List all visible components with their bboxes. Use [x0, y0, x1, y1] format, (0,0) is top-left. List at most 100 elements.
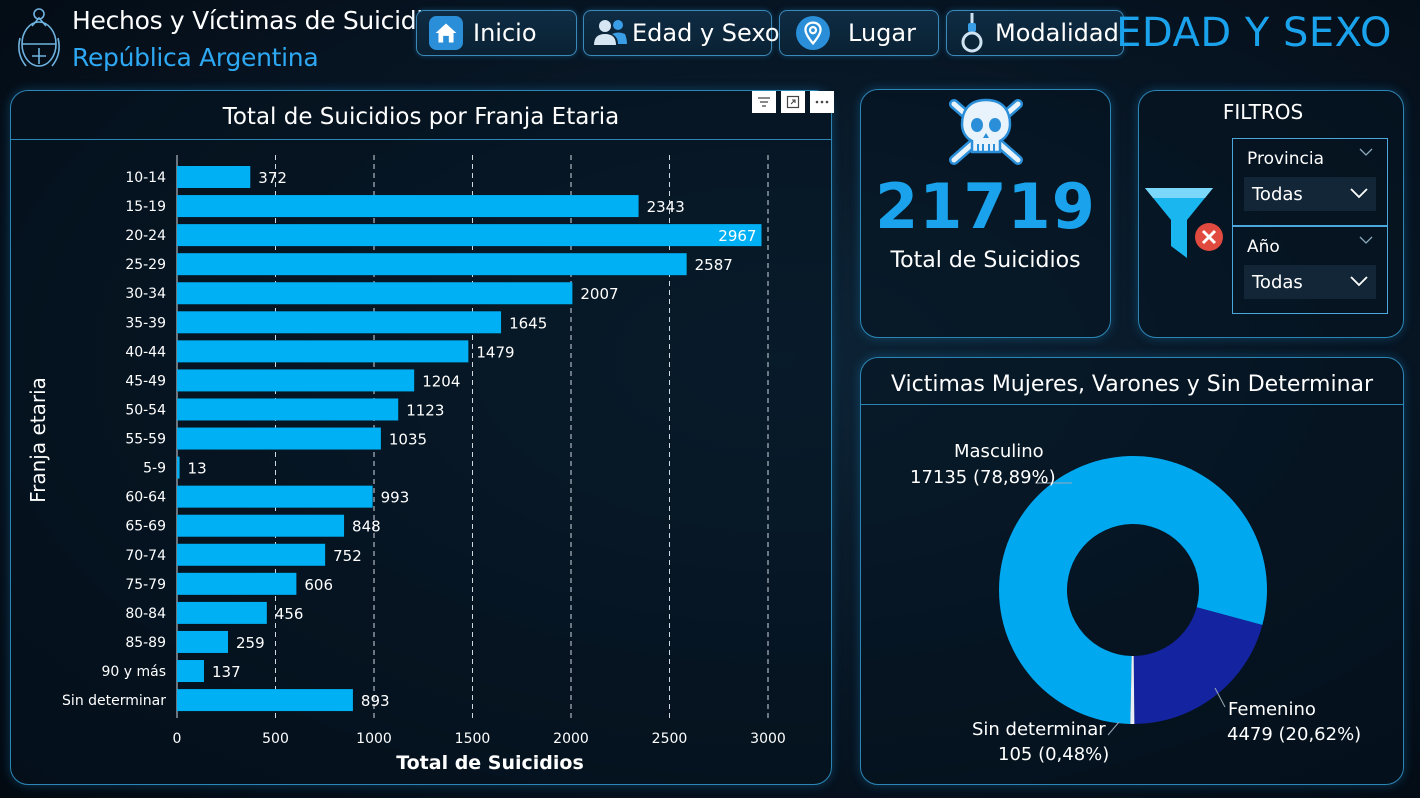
- bar[interactable]: [177, 572, 297, 595]
- bar[interactable]: [177, 398, 399, 421]
- app-title: Hechos y Víctimas de Suicidio: [72, 6, 438, 35]
- kpi-total-value: 21719: [875, 170, 1096, 243]
- data-label: 2343: [647, 198, 685, 216]
- location-pin-icon: [796, 16, 830, 50]
- bar[interactable]: [177, 427, 381, 450]
- visual-header-toolbar: [752, 91, 834, 113]
- x-tick-label: 1000: [356, 731, 392, 747]
- bar[interactable]: [177, 543, 326, 566]
- data-label: 259: [236, 634, 265, 652]
- donut-chart-divider: [860, 404, 1404, 405]
- donut-label-femenino-value: 4479 (20,62%): [1227, 724, 1362, 745]
- slicer-provincia-dropdown[interactable]: Todas: [1244, 177, 1376, 211]
- bar[interactable]: [177, 224, 762, 247]
- category-label: 75-79: [125, 577, 166, 593]
- chevron-down-icon: [1350, 276, 1368, 287]
- slicer-anio-label: Año: [1247, 237, 1280, 257]
- donut-slice-sin-determinar[interactable]: [1130, 655, 1135, 724]
- donut-chart-title: Victimas Mujeres, Varones y Sin Determin…: [890, 372, 1374, 397]
- bar[interactable]: [177, 166, 251, 188]
- category-label: 20-24: [125, 228, 166, 244]
- data-label: 1123: [406, 401, 444, 419]
- bar[interactable]: [177, 253, 687, 276]
- focus-mode-icon[interactable]: [781, 91, 805, 113]
- nav-edad-sexo-button[interactable]: Edad y Sexo: [583, 10, 780, 56]
- bar-chart-divider: [10, 139, 832, 140]
- category-label: 55-59: [125, 432, 166, 448]
- category-label: 80-84: [125, 606, 166, 622]
- data-label: 1035: [389, 431, 427, 449]
- bar[interactable]: [177, 282, 573, 305]
- donut-label-masculino-name: Masculino: [954, 441, 1044, 462]
- nav-inicio-button[interactable]: Inicio: [416, 10, 577, 56]
- more-options-icon[interactable]: [810, 91, 834, 113]
- clear-filters-icon[interactable]: [1143, 186, 1233, 268]
- x-axis-label: Total de Suicidios: [396, 752, 584, 774]
- data-label: 848: [352, 518, 381, 536]
- category-label: 85-89: [125, 635, 166, 651]
- category-label: 35-39: [125, 315, 166, 331]
- data-label: 1204: [422, 372, 460, 390]
- y-axis-label: Franja etaria: [26, 377, 50, 503]
- bar[interactable]: [177, 689, 353, 712]
- bar[interactable]: [177, 340, 469, 363]
- donut-label-femenino-name: Femenino: [1228, 699, 1316, 720]
- donut-label-sin-determinar-name: Sin determinar: [972, 719, 1106, 740]
- bar[interactable]: [177, 514, 345, 537]
- data-label: 13: [188, 460, 207, 478]
- x-tick-label: 3000: [750, 731, 786, 747]
- slicer-provincia: Provincia Todas: [1232, 138, 1388, 226]
- donut-chart: [999, 456, 1267, 736]
- category-label: 70-74: [125, 548, 166, 564]
- chevron-down-icon[interactable]: [1359, 235, 1373, 245]
- filters-title: FILTROS: [1222, 100, 1304, 124]
- category-label: 5-9: [143, 461, 166, 477]
- nav-modalidad-button[interactable]: Modalidad: [946, 10, 1124, 56]
- x-tick-label: 500: [262, 731, 289, 747]
- argentina-emblem-icon: [14, 4, 64, 76]
- people-icon: [592, 16, 628, 50]
- bar-chart: 10-14 15-19 20-24 25-29 30-34 35-39 40-44 45-49…: [26, 155, 786, 774]
- category-label: 25-29: [125, 257, 166, 273]
- data-label: 2587: [695, 256, 733, 274]
- bar[interactable]: [177, 660, 204, 683]
- x-tick-label: 1500: [455, 731, 491, 747]
- data-label: 2007: [580, 285, 618, 303]
- nav-modalidad-label: Modalidad: [995, 19, 1119, 47]
- donut-slice-femenino[interactable]: [1133, 607, 1263, 724]
- filter-icon[interactable]: [752, 91, 776, 113]
- bar[interactable]: [177, 195, 639, 218]
- data-label: 893: [361, 692, 390, 710]
- slicer-anio-value: Todas: [1252, 272, 1303, 293]
- data-label: 993: [381, 489, 410, 507]
- bar[interactable]: [177, 311, 502, 334]
- category-label: 45-49: [125, 373, 166, 389]
- data-label: 372: [258, 169, 287, 187]
- bar[interactable]: [177, 630, 229, 653]
- data-label: 1645: [509, 314, 547, 332]
- bar[interactable]: [177, 456, 180, 479]
- category-label: 30-34: [125, 286, 166, 302]
- nav-lugar-label: Lugar: [848, 19, 916, 47]
- chevron-down-icon[interactable]: [1359, 147, 1373, 157]
- leader-line-sin-determinar: [1107, 721, 1120, 736]
- data-label: 2967: [718, 227, 756, 245]
- data-label: 137: [212, 663, 241, 681]
- data-label: 456: [275, 605, 304, 623]
- nav-lugar-button[interactable]: Lugar: [779, 10, 939, 56]
- category-label: 90 y más: [101, 664, 166, 680]
- data-label: 752: [333, 547, 362, 565]
- app-subtitle: República Argentina: [72, 43, 319, 72]
- noose-icon: [957, 13, 987, 53]
- bar[interactable]: [177, 601, 267, 624]
- kpi-total-label: Total de Suicidios: [890, 248, 1081, 273]
- skull-crossbones-icon: [946, 94, 1026, 174]
- bar[interactable]: [177, 369, 415, 392]
- donut-slice-masculino[interactable]: [999, 456, 1267, 724]
- bar-chart-title: Total de Suicidios por Franja Etaria: [222, 104, 620, 130]
- bar[interactable]: [177, 485, 373, 508]
- category-label: 15-19: [125, 199, 166, 215]
- donut-label-sin-determinar-value: 105 (0,48%): [998, 744, 1110, 765]
- slicer-anio-dropdown[interactable]: Todas: [1244, 265, 1376, 299]
- category-label: 40-44: [125, 344, 166, 360]
